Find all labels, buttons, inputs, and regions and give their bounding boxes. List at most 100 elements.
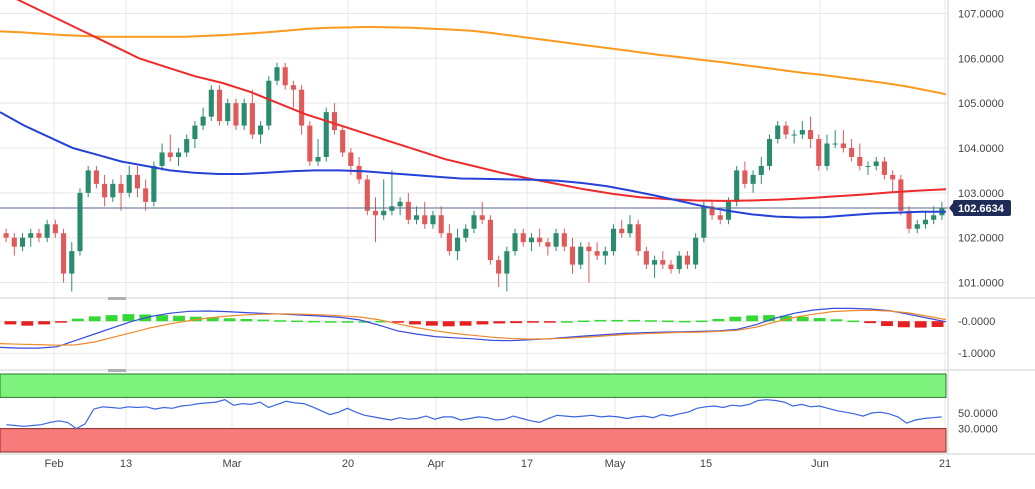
candle-body	[652, 260, 658, 265]
candle-body	[422, 215, 428, 225]
candle-body	[233, 103, 239, 126]
current-price-pointer	[949, 202, 953, 213]
current-price-label: 102.6634	[958, 203, 1005, 215]
candle-body	[857, 156, 863, 166]
candle-body	[216, 89, 223, 122]
macd-histogram-bar	[442, 321, 455, 327]
candle-body	[200, 116, 206, 126]
macd-histogram-bar	[307, 320, 320, 323]
rsi-overbought-zone	[0, 373, 947, 398]
macd-histogram-bar	[122, 314, 135, 322]
macd-histogram-bar	[240, 318, 253, 322]
x-tick-label: 21	[939, 458, 951, 470]
macd-histogram-bar	[577, 320, 590, 323]
macd-histogram-bar	[156, 315, 169, 322]
candle-body	[693, 237, 699, 265]
macd-histogram-bar	[38, 321, 51, 325]
current-price-badge	[953, 199, 1011, 216]
candle-body	[446, 233, 452, 252]
candle-body	[372, 210, 379, 216]
candle-body	[364, 179, 370, 211]
macd-histogram-bar	[493, 321, 506, 324]
grid	[0, 0, 1035, 455]
candle-body	[914, 224, 920, 229]
candle-body	[69, 251, 75, 274]
candle-body	[906, 210, 912, 229]
candle-body	[118, 183, 124, 193]
macd-histogram-bar	[712, 318, 725, 322]
candle-body	[668, 264, 674, 270]
axes: 101.0000 102.0000 103.0000 104.0000 105.0000…	[45, 8, 1011, 470]
macd-tick-label: -1.0000	[958, 348, 995, 360]
macd-histogram-bar	[257, 319, 270, 322]
candle-body	[102, 183, 108, 198]
candle-body	[110, 183, 116, 198]
candle-body	[799, 130, 805, 135]
candle-body	[463, 228, 469, 238]
macd-histogram-bar	[560, 321, 573, 323]
macd-histogram-bar	[645, 320, 657, 322]
candle-body	[93, 170, 99, 184]
candle-body	[832, 143, 838, 145]
macd-histogram-bar	[358, 321, 371, 323]
candle-body	[602, 251, 608, 256]
candle-body	[438, 215, 444, 234]
candle-body	[890, 174, 896, 180]
macd-histogram-bar	[476, 321, 489, 325]
candle-body	[299, 89, 305, 126]
candle-body	[734, 170, 740, 202]
candle-body	[340, 130, 346, 153]
candle-body	[873, 161, 879, 166]
candle-body	[44, 224, 50, 238]
candle-body	[479, 215, 485, 220]
candle-body	[528, 237, 535, 243]
candle-body	[241, 103, 247, 126]
candle-body	[569, 246, 576, 265]
macd-histogram-bar	[661, 320, 674, 323]
price-candles	[3, 62, 945, 292]
candle-body	[594, 251, 600, 256]
macd-histogram-bar	[813, 318, 826, 322]
candle-body	[635, 224, 641, 252]
macd-histogram-bar	[897, 321, 910, 328]
candle-body	[922, 219, 929, 225]
candle-body	[849, 148, 855, 157]
candle-body	[701, 206, 707, 238]
macd-histogram-bar	[779, 315, 792, 322]
candle-body	[578, 246, 584, 265]
x-tick-label: Mar	[223, 458, 242, 470]
candle-body	[258, 125, 264, 135]
x-tick-label: Feb	[45, 458, 64, 470]
candle-body	[208, 89, 214, 117]
x-tick-label: Jun	[811, 458, 829, 470]
candle-body	[36, 233, 42, 238]
candle-body	[61, 233, 67, 274]
candle-body	[405, 201, 411, 220]
candle-body	[717, 215, 723, 220]
candle-body	[487, 219, 493, 261]
candle-body	[643, 251, 649, 265]
macd-panel	[0, 307, 947, 349]
x-tick-label: 17	[521, 458, 533, 470]
macd-histogram-bar	[847, 320, 860, 323]
candle-body	[455, 237, 461, 252]
candle-body	[290, 85, 296, 90]
macd-histogram-bar	[173, 315, 185, 322]
candle-body	[865, 165, 871, 167]
rsi-panel	[0, 373, 947, 453]
macd-histogram-bar	[678, 320, 691, 323]
x-tick-label: May	[605, 458, 626, 470]
candle-body	[159, 152, 165, 166]
macd-histogram-bar	[881, 321, 893, 326]
candle-body	[331, 112, 338, 131]
price-tick-label: 103.0000	[958, 188, 1004, 200]
price-tick-label: 102.0000	[958, 233, 1004, 245]
candle-body	[808, 130, 814, 140]
macd-histogram-bar	[594, 319, 607, 322]
macd-histogram-bar	[527, 321, 539, 323]
macd-histogram-bar	[510, 321, 523, 324]
candle-body	[19, 237, 26, 247]
macd-histogram-bar	[291, 320, 303, 323]
macd-tick-label: -0.0000	[958, 316, 995, 328]
candle-body	[323, 112, 329, 157]
